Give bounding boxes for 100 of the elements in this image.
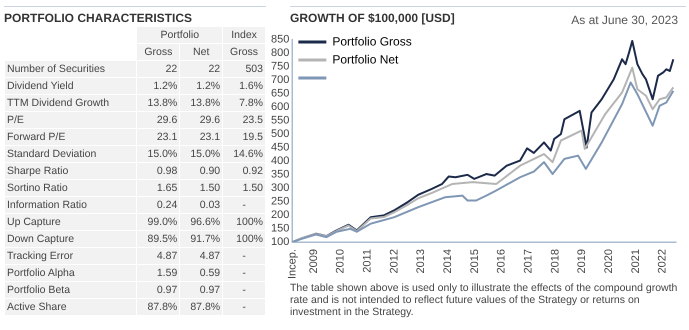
y-tick-label: 300 — [270, 182, 290, 194]
text: PORTFOLIO CHARACTERISTICS — [4, 6, 266, 25]
y-tick-label: 500 — [270, 128, 290, 140]
text: 13.8% — [180, 95, 222, 111]
text: - — [223, 282, 265, 298]
y-tick-label: 150 — [270, 222, 290, 235]
text: 100% — [223, 214, 265, 230]
text: 13.8% — [137, 95, 180, 111]
text: Sortino Ratio — [5, 180, 136, 196]
text: 14.6% — [223, 146, 265, 162]
text: 0.97 — [180, 282, 222, 298]
text: 0.92 — [223, 163, 265, 179]
x-tick-label: 2019 — [576, 249, 588, 274]
text: 1.50 — [223, 180, 265, 196]
text: Gross — [137, 44, 180, 60]
text: 0.90 — [180, 163, 222, 179]
text: 23.1 — [137, 129, 180, 145]
text: - — [223, 197, 265, 213]
x-tick-label: 2017 — [522, 249, 534, 274]
text: - — [223, 248, 265, 264]
text: 29.6 — [137, 112, 180, 128]
text: Index — [223, 27, 265, 43]
text: Gross — [223, 44, 265, 60]
text: Portfolio Alpha — [5, 265, 136, 281]
x-tick-label: 2013 — [415, 249, 428, 274]
text: Dividend Yield — [5, 78, 136, 94]
y-tick-label: 400 — [270, 155, 290, 168]
legend-label: Portfolio Net — [332, 52, 400, 66]
text: 22 — [180, 61, 222, 77]
y-tick-label: 800 — [270, 47, 290, 60]
y-tick-label: 700 — [270, 74, 290, 86]
text: Tracking Error — [5, 248, 136, 264]
x-tick-label: 2010 — [334, 249, 347, 274]
text: - — [223, 299, 265, 315]
text: 15.0% — [137, 146, 180, 162]
text: Net — [180, 44, 222, 60]
x-tick-label: 2012 — [388, 249, 400, 274]
text: 1.50 — [180, 180, 222, 196]
text: 19.5 — [223, 129, 265, 145]
text: 0.03 — [180, 197, 222, 213]
x-tick-label: 2015 — [468, 249, 481, 274]
text: 96.6% — [180, 214, 222, 230]
text: 1.6% — [223, 78, 265, 94]
text: 87.8% — [137, 299, 180, 315]
text: 22 — [137, 61, 180, 77]
text: 15.0% — [180, 146, 222, 162]
y-tick-label: 200 — [270, 209, 290, 222]
text: Sharpe Ratio — [5, 163, 136, 179]
x-tick-label: 2016 — [496, 249, 508, 274]
text: 1.65 — [137, 180, 180, 196]
text: 23.5 — [223, 112, 265, 128]
text: 91.7% — [180, 231, 222, 247]
text: - — [223, 265, 265, 281]
x-tick-label: 2020 — [602, 249, 615, 274]
x-tick-label: Incep. — [286, 249, 298, 280]
text: TTM Dividend Growth — [5, 95, 136, 111]
text: 29.6 — [180, 112, 222, 128]
text: 0.59 — [180, 265, 222, 281]
text: 0.97 — [137, 282, 180, 298]
text: Information Ratio — [5, 197, 136, 213]
text: 4.87 — [137, 248, 180, 264]
y-tick-label: 850 — [270, 34, 290, 46]
text: 100% — [223, 231, 265, 247]
y-tick-label: 450 — [270, 142, 290, 154]
x-tick-label: 2022 — [656, 249, 669, 274]
text: 0.98 — [137, 163, 180, 179]
text: 99.0% — [137, 214, 180, 230]
text: P/E — [5, 112, 136, 128]
text: Standard Deviation — [5, 146, 136, 162]
text: 1.2% — [180, 78, 222, 94]
x-tick-label: 2011 — [362, 249, 374, 273]
text: Number of Securities — [5, 61, 136, 77]
text: Active Share — [5, 299, 136, 315]
y-tick-label: 100 — [270, 236, 290, 248]
x-tick-label: 2021 — [630, 249, 642, 274]
x-tick-label: 2018 — [549, 249, 562, 274]
text: 503 — [223, 61, 265, 77]
y-tick-label: 550 — [270, 114, 290, 127]
text: Down Capture — [5, 231, 136, 247]
text: 4.87 — [180, 248, 222, 264]
y-tick-label: 350 — [270, 168, 290, 181]
text: 1.59 — [137, 265, 180, 281]
text: The table shown above is used only to illustrate the effects of the compound growth rate and is not intended to reflect future values of the Strategy or returns on investment in the Strategy. — [290, 282, 678, 318]
text: 87.8% — [180, 299, 222, 315]
y-tick-label: 650 — [270, 88, 290, 100]
legend-label: Portfolio Gross — [332, 34, 412, 48]
text: Up Capture — [5, 214, 136, 230]
y-tick-label: 600 — [270, 101, 290, 114]
y-tick-label: 750 — [270, 60, 290, 73]
x-tick-label: 2009 — [308, 249, 320, 274]
text: 1.2% — [137, 78, 180, 94]
chart-title: GROWTH OF $100,000 [USD] — [290, 11, 455, 25]
y-tick-label: 250 — [270, 196, 290, 208]
text: 23.1 — [180, 129, 222, 145]
chart-subtitle: As at June 30, 2023 — [571, 13, 678, 27]
text: 7.8% — [223, 95, 265, 111]
text: Forward P/E — [5, 129, 136, 145]
text: Portfolio — [137, 27, 222, 43]
text: 0.24 — [137, 197, 180, 213]
text: 89.5% — [137, 231, 180, 247]
